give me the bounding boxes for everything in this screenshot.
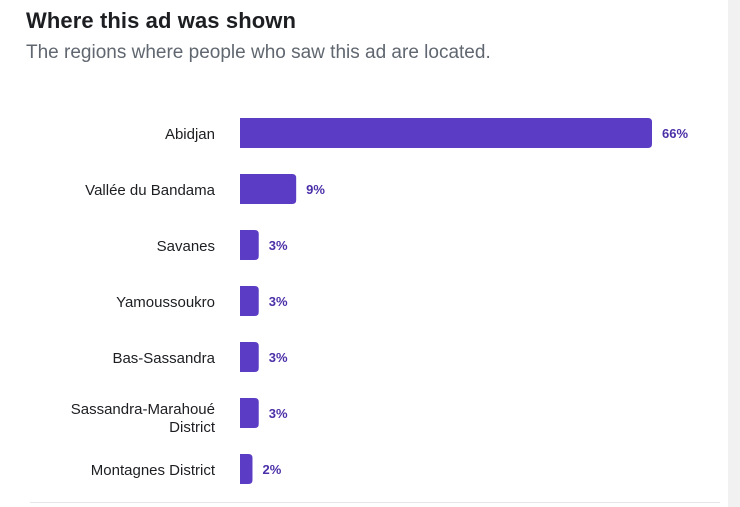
category-label: District [169, 419, 216, 436]
divider [30, 502, 720, 503]
category-label: Abidjan [165, 126, 215, 143]
category-label: Savanes [157, 238, 215, 255]
category-label: Bas-Sassandra [112, 350, 215, 367]
value-label: 3% [269, 350, 288, 365]
value-label: 3% [269, 406, 288, 421]
bar [240, 230, 259, 260]
value-label: 66% [662, 126, 688, 141]
value-label: 2% [262, 462, 281, 477]
value-label: 9% [306, 182, 325, 197]
bar [240, 398, 259, 428]
bar [240, 174, 297, 204]
category-label: Vallée du Bandama [85, 182, 215, 199]
chart-title: Where this ad was shown [26, 8, 297, 33]
category-label: Sassandra-Marahoué [71, 401, 215, 418]
bar [240, 118, 652, 148]
value-label: 3% [269, 294, 288, 309]
category-label: Yamoussoukro [116, 294, 215, 311]
page-background-strip [728, 0, 740, 507]
value-label: 3% [269, 238, 288, 253]
bar [240, 342, 259, 372]
chart-subtitle: The regions where people who saw this ad… [26, 42, 491, 63]
bar [240, 286, 259, 316]
bar [240, 454, 253, 484]
category-label: Montagnes District [91, 462, 216, 479]
